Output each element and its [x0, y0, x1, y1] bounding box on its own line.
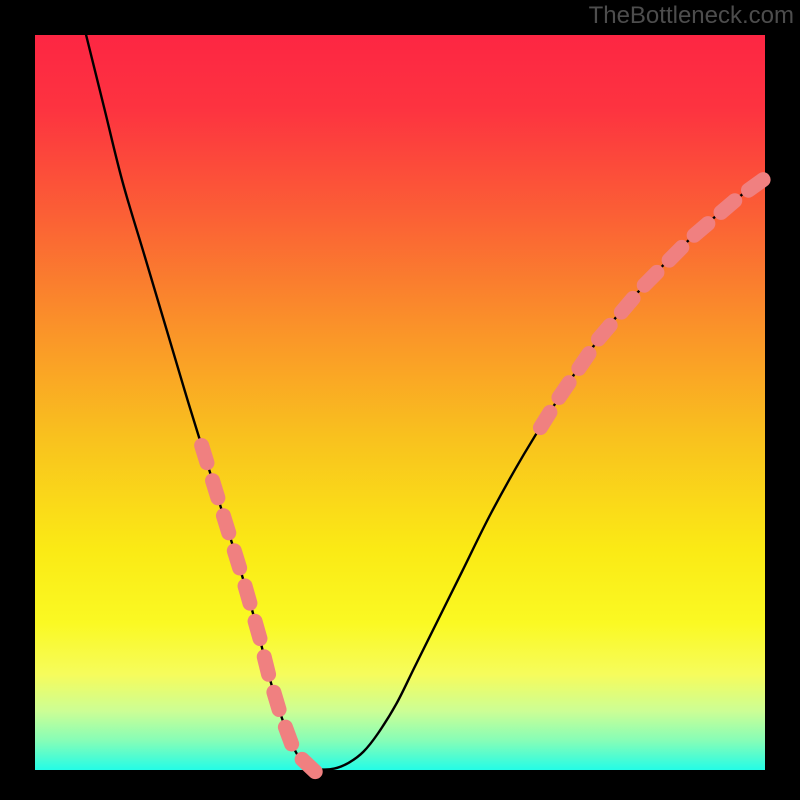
- chart-stage: TheBottleneck.com: [0, 0, 800, 800]
- watermark-text: TheBottleneck.com: [589, 2, 794, 30]
- chart-svg: [0, 0, 800, 800]
- plot-background: [35, 35, 765, 770]
